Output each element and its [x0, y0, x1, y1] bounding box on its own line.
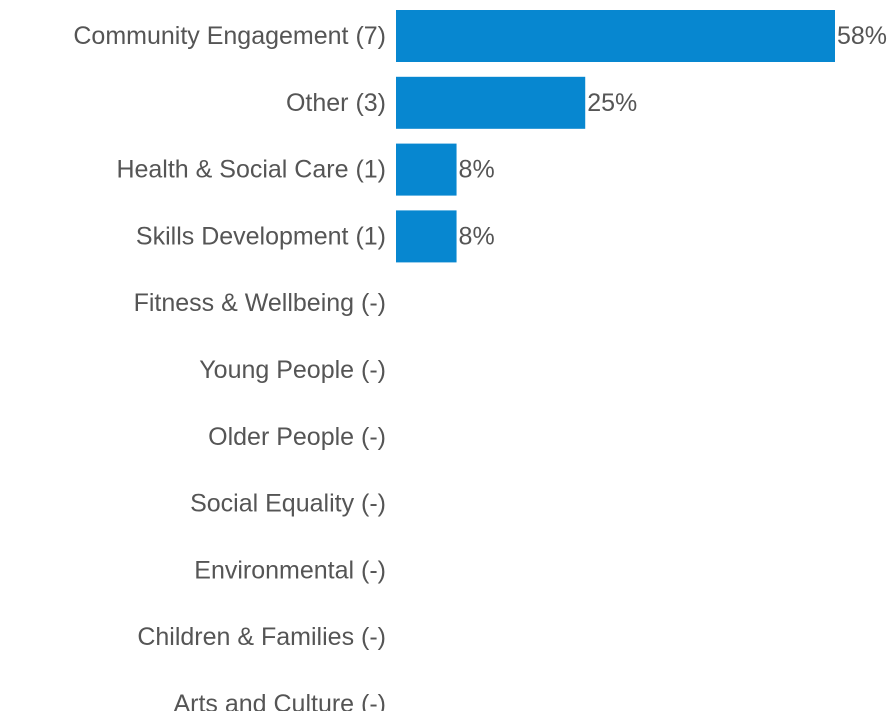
category-label: Young People (-) — [199, 356, 386, 384]
value-label: 58% — [837, 22, 887, 50]
category-label: Environmental (-) — [194, 556, 386, 584]
category-label: Children & Families (-) — [137, 623, 386, 651]
category-label: Other (3) — [286, 89, 386, 117]
category-label: Older People (-) — [208, 423, 386, 451]
category-label: Arts and Culture (-) — [173, 690, 386, 711]
category-label: Community Engagement (7) — [73, 22, 386, 50]
bar — [396, 210, 457, 263]
category-label: Social Equality (-) — [190, 490, 386, 518]
bar — [396, 143, 457, 196]
bar — [396, 10, 835, 62]
value-label: 25% — [587, 89, 637, 117]
value-label: 8% — [459, 156, 495, 184]
category-labels: Community Engagement (7) Other (3) Health … — [73, 22, 386, 711]
bars — [396, 10, 835, 263]
value-labels: 58% 25% 8% 8% — [459, 22, 887, 250]
category-label: Health & Social Care (1) — [116, 156, 386, 184]
category-label: Skills Development (1) — [136, 222, 386, 250]
category-label: Fitness & Wellbeing (-) — [134, 289, 386, 317]
value-label: 8% — [459, 222, 495, 250]
bar — [396, 76, 586, 129]
